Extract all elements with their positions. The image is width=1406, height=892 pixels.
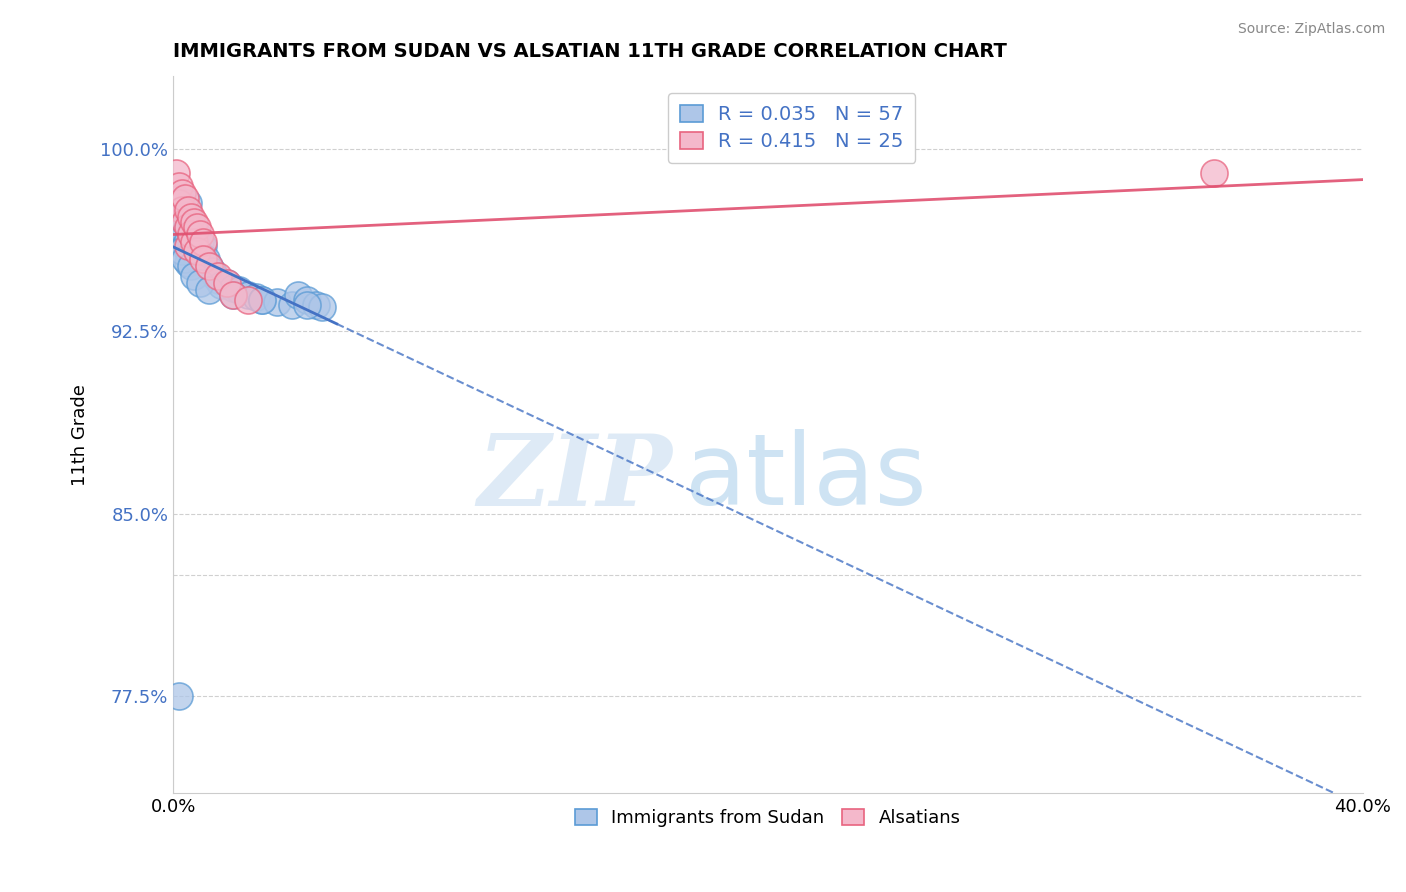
Point bbox=[221, 288, 243, 302]
Point bbox=[167, 202, 190, 217]
Point bbox=[172, 186, 194, 200]
Point bbox=[180, 227, 202, 242]
Point bbox=[207, 273, 229, 287]
Point bbox=[305, 298, 328, 312]
Point bbox=[191, 252, 214, 266]
Point bbox=[266, 295, 288, 310]
Point bbox=[311, 300, 333, 314]
Point bbox=[183, 215, 205, 229]
Legend: Immigrants from Sudan, Alsatians: Immigrants from Sudan, Alsatians bbox=[568, 802, 967, 835]
Point bbox=[188, 235, 211, 249]
Point bbox=[198, 259, 221, 273]
Point bbox=[167, 215, 190, 229]
Point bbox=[245, 290, 267, 304]
Point bbox=[198, 259, 221, 273]
Point bbox=[188, 246, 211, 260]
Point bbox=[180, 239, 202, 253]
Point bbox=[177, 244, 200, 259]
Point bbox=[287, 288, 309, 302]
Point bbox=[252, 293, 274, 307]
Point bbox=[172, 219, 194, 234]
Point bbox=[167, 689, 190, 703]
Point bbox=[186, 252, 208, 266]
Point bbox=[215, 276, 238, 290]
Point bbox=[172, 244, 194, 259]
Point bbox=[186, 219, 208, 234]
Point bbox=[174, 239, 197, 253]
Point bbox=[174, 252, 197, 266]
Point bbox=[177, 219, 200, 234]
Point bbox=[186, 239, 208, 253]
Point bbox=[236, 293, 259, 307]
Point bbox=[180, 227, 202, 242]
Point bbox=[201, 263, 224, 277]
Point bbox=[221, 288, 243, 302]
Point bbox=[194, 252, 217, 266]
Point bbox=[180, 215, 202, 229]
Point bbox=[198, 283, 221, 297]
Point bbox=[167, 178, 190, 193]
Point bbox=[186, 227, 208, 242]
Point bbox=[221, 281, 243, 295]
Y-axis label: 11th Grade: 11th Grade bbox=[72, 384, 89, 486]
Point bbox=[165, 191, 187, 205]
Point bbox=[295, 298, 318, 312]
Point bbox=[174, 227, 197, 242]
Point bbox=[177, 202, 200, 217]
Point bbox=[177, 208, 200, 222]
Point bbox=[174, 202, 197, 217]
Point bbox=[180, 259, 202, 273]
Point bbox=[252, 293, 274, 307]
Point bbox=[180, 211, 202, 225]
Point bbox=[215, 276, 238, 290]
Point bbox=[228, 283, 250, 297]
Point bbox=[177, 239, 200, 253]
Point bbox=[281, 298, 304, 312]
Point bbox=[188, 227, 211, 242]
Point bbox=[183, 219, 205, 234]
Text: ZIP: ZIP bbox=[478, 430, 672, 526]
Point bbox=[174, 215, 197, 229]
Point bbox=[183, 232, 205, 246]
Point bbox=[183, 244, 205, 259]
Point bbox=[191, 252, 214, 266]
Point bbox=[167, 195, 190, 210]
Point bbox=[191, 235, 214, 249]
Point bbox=[172, 195, 194, 210]
Point bbox=[177, 219, 200, 234]
Point bbox=[204, 268, 226, 283]
Point bbox=[183, 235, 205, 249]
Point bbox=[191, 239, 214, 253]
Point bbox=[1202, 166, 1225, 180]
Text: atlas: atlas bbox=[685, 429, 927, 526]
Point bbox=[295, 293, 318, 307]
Point bbox=[236, 288, 259, 302]
Text: IMMIGRANTS FROM SUDAN VS ALSATIAN 11TH GRADE CORRELATION CHART: IMMIGRANTS FROM SUDAN VS ALSATIAN 11TH G… bbox=[173, 42, 1007, 61]
Point bbox=[207, 268, 229, 283]
Point bbox=[172, 211, 194, 225]
Point bbox=[209, 278, 232, 293]
Text: Source: ZipAtlas.com: Source: ZipAtlas.com bbox=[1237, 22, 1385, 37]
Point bbox=[177, 232, 200, 246]
Point bbox=[188, 276, 211, 290]
Point bbox=[174, 191, 197, 205]
Point bbox=[174, 215, 197, 229]
Point bbox=[165, 166, 187, 180]
Point bbox=[172, 202, 194, 217]
Point bbox=[177, 195, 200, 210]
Point bbox=[177, 256, 200, 270]
Point bbox=[186, 244, 208, 259]
Point bbox=[183, 268, 205, 283]
